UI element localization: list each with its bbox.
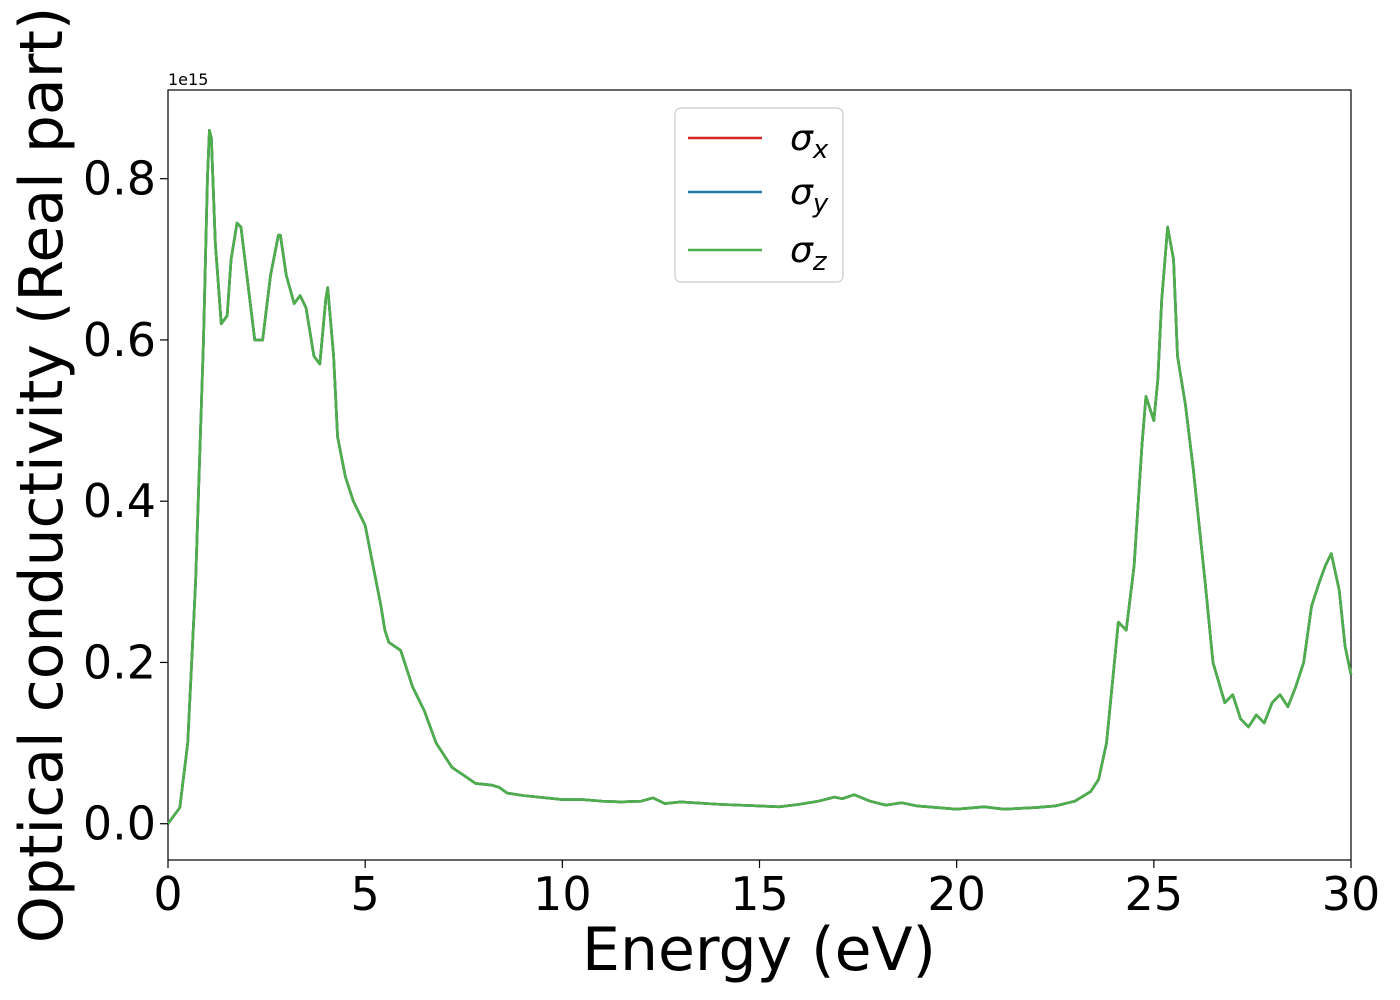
series-line-z [166,129,1353,825]
y-tick-label: 0.8 [83,152,156,206]
y-axis-label: Optical conductivity (Real part) [7,7,77,944]
legend-box [674,107,844,283]
x-tick-label: 10 [533,867,592,921]
y-offset-text: 1e15 [168,70,208,89]
legend: σx σy σz [674,107,844,283]
x-tick-label: 25 [1125,867,1184,921]
legend-label-z: σz [790,230,828,277]
x-tick-label: 20 [927,867,986,921]
x-tick-label: 0 [153,867,182,921]
series-layer [166,129,1353,825]
y-tick-label: 0.6 [83,313,156,367]
legend-label-x: σx [790,118,829,165]
y-tick-label: 0.4 [83,474,156,528]
y-tick-label: 0.0 [83,797,156,851]
legend-label-y: σy [790,172,829,219]
x-tick-label: 30 [1322,867,1381,921]
x-tick-label: 5 [351,867,380,921]
x-axis-label: Energy (eV) [582,915,936,985]
x-axis-ticks: 0 5 10 15 20 25 30 [153,860,1380,921]
y-tick-label: 0.2 [83,635,156,689]
y-axis-ticks: 0.0 0.2 0.4 0.6 0.8 [83,152,168,851]
x-tick-label: 15 [730,867,789,921]
